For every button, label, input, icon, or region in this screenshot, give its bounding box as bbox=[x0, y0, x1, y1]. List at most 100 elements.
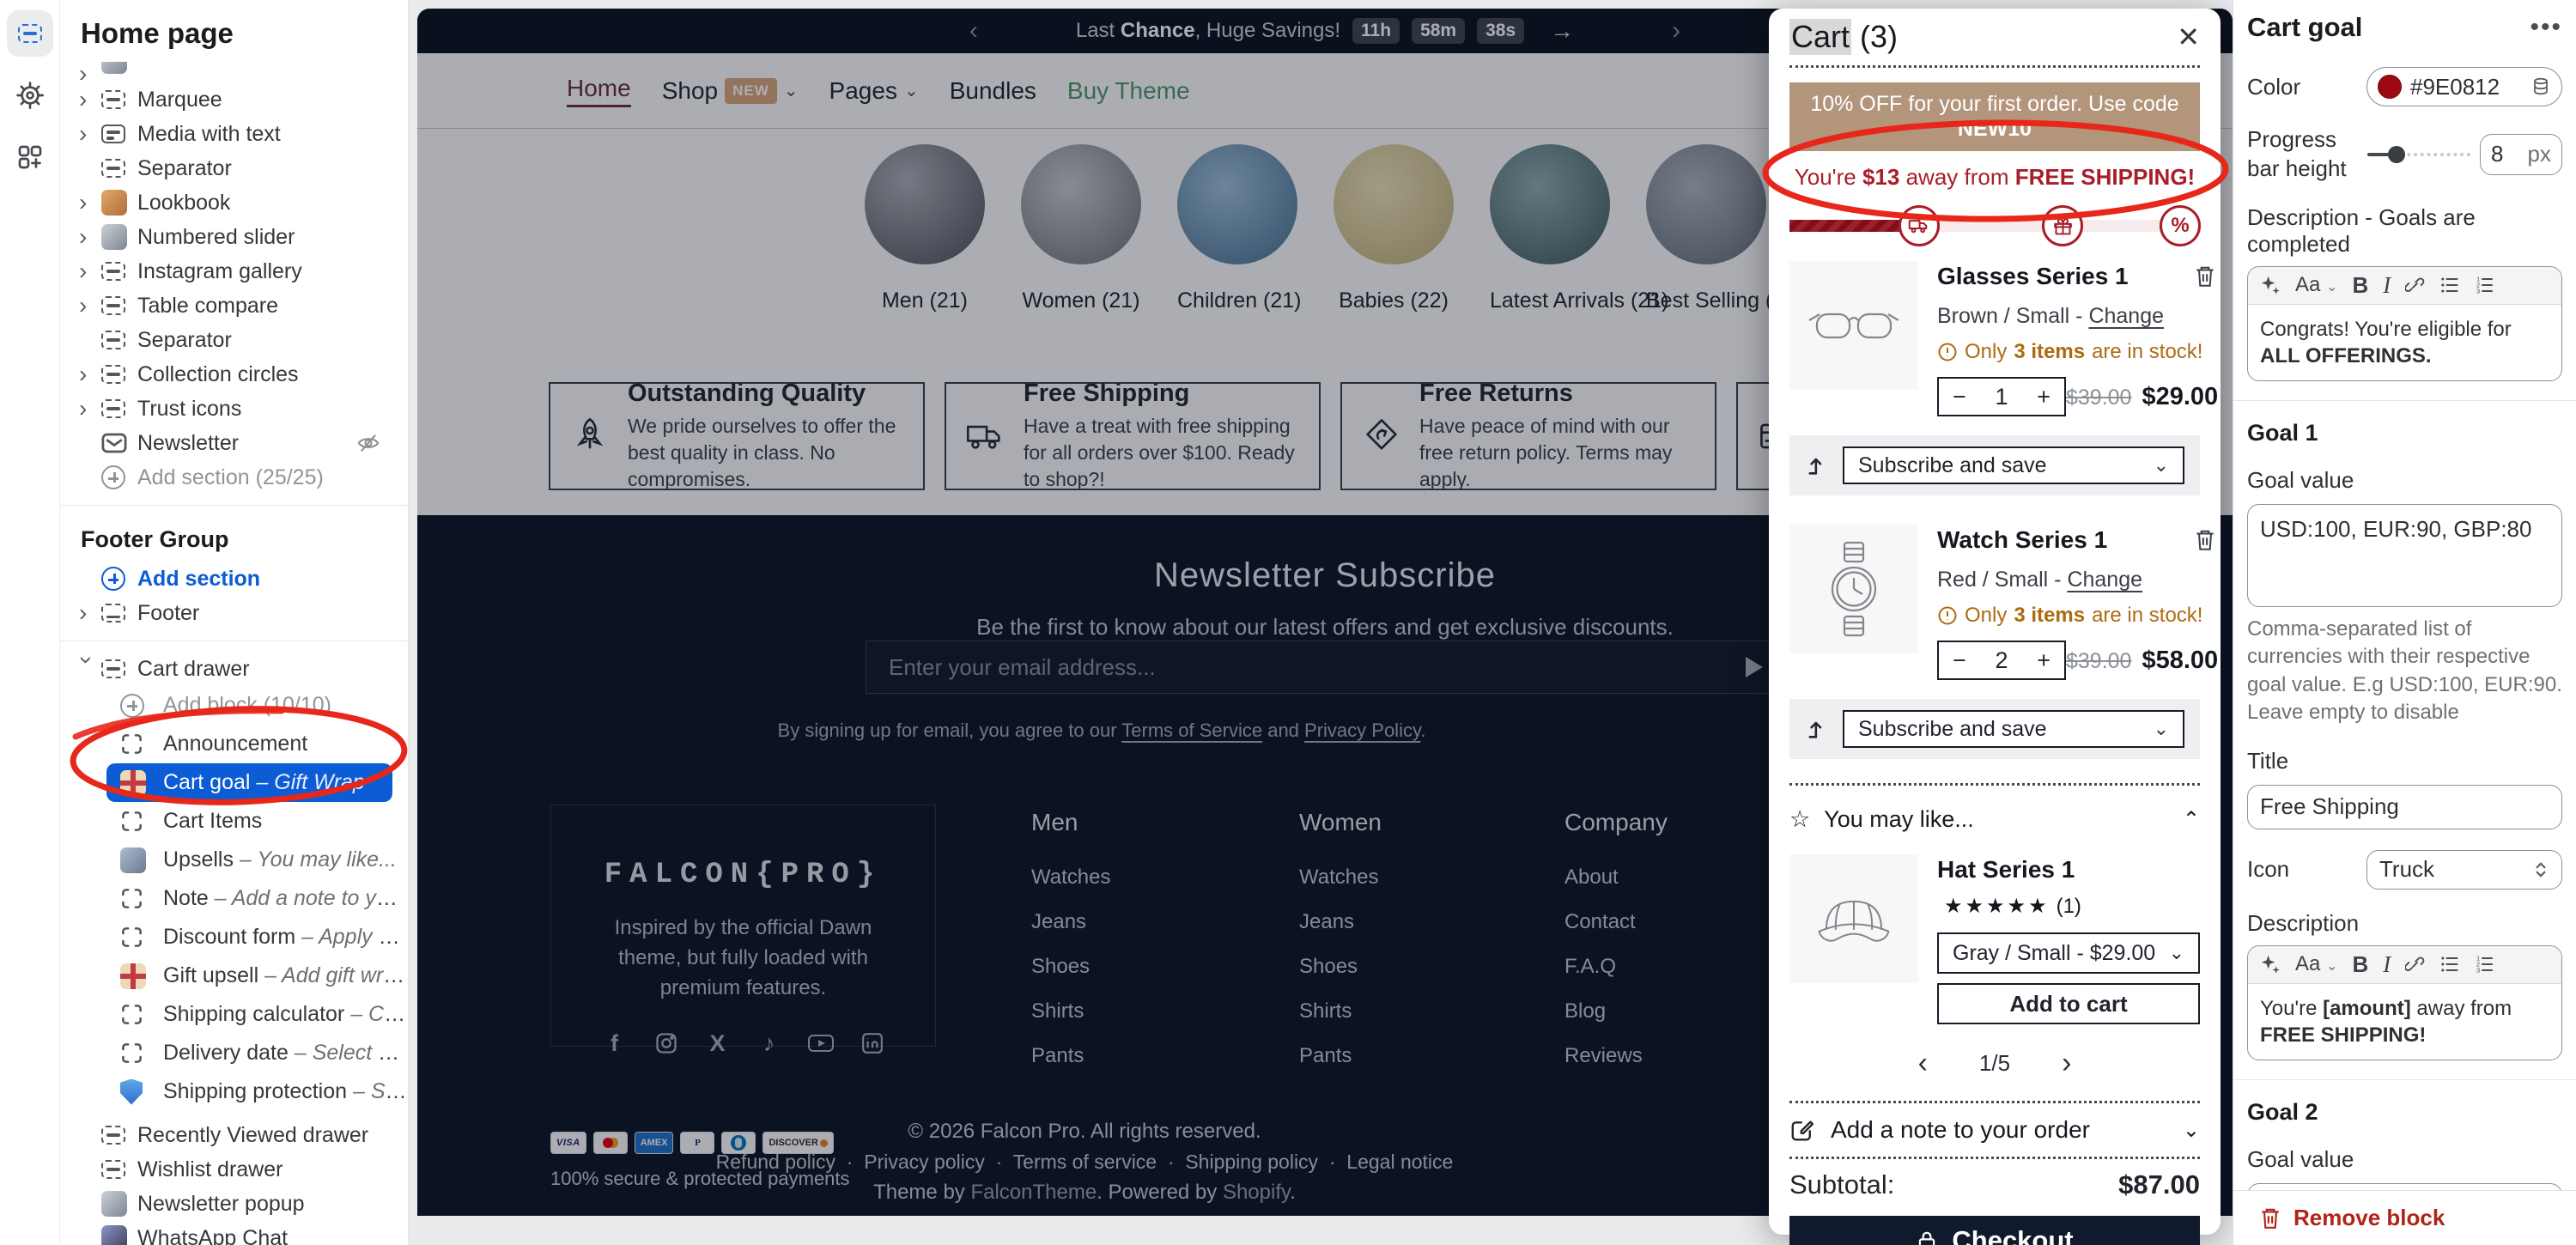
policy-link[interactable]: Terms of service bbox=[1012, 1151, 1157, 1173]
terms-link[interactable]: Terms of Service bbox=[1121, 720, 1263, 741]
nav-shop[interactable]: Shop NEW ⌄ bbox=[661, 76, 799, 104]
carousel-prev-icon[interactable]: ‹ bbox=[969, 16, 978, 45]
add-section-button[interactable]: Add section bbox=[60, 562, 408, 596]
chevron-right-icon[interactable]: › bbox=[79, 361, 88, 387]
slider-knob[interactable] bbox=[2388, 145, 2405, 163]
footer-link[interactable]: Jeans bbox=[1299, 910, 1355, 933]
prev-page-icon[interactable]: ‹ bbox=[1917, 1047, 1928, 1079]
ai-sparkle-icon[interactable] bbox=[2260, 954, 2281, 975]
trash-icon[interactable] bbox=[2194, 528, 2216, 552]
chevron-right-icon[interactable]: › bbox=[79, 189, 88, 216]
sidebar-item-newsletter-popup[interactable]: Newsletter popup bbox=[60, 1187, 408, 1221]
bullet-list-icon[interactable] bbox=[2439, 954, 2460, 975]
remove-block-button[interactable]: Remove block bbox=[2293, 1205, 2445, 1230]
sidebar-item-newsletter[interactable]: Newsletter bbox=[60, 426, 408, 460]
qty-minus-button[interactable]: − bbox=[1953, 383, 1966, 410]
footer-link[interactable]: F.A.Q bbox=[1564, 955, 1617, 978]
block-item-discount-form[interactable]: Discount form – Apply a discount c... bbox=[106, 918, 408, 957]
rail-apps-button[interactable] bbox=[7, 134, 53, 180]
youtube-icon[interactable] bbox=[806, 1029, 835, 1058]
sidebar-item-lookbook[interactable]: › Lookbook bbox=[60, 185, 408, 220]
height-value-field[interactable]: 8 px bbox=[2480, 133, 2562, 175]
footer-link[interactable]: Watches bbox=[1299, 865, 1379, 889]
sidebar-item-separator-2[interactable]: Separator bbox=[60, 323, 408, 357]
sidebar-item-recently-viewed[interactable]: Recently Viewed drawer bbox=[60, 1118, 408, 1152]
chevron-right-icon[interactable]: › bbox=[79, 223, 88, 250]
block-item-note[interactable]: Note – Add a note to your order bbox=[106, 879, 408, 918]
sidebar-item-marquee[interactable]: › Marquee bbox=[60, 82, 408, 117]
carousel-next-icon[interactable]: › bbox=[1672, 16, 1681, 45]
sidebar-item-footer[interactable]: › Footer bbox=[60, 596, 408, 630]
nav-bundles[interactable]: Bundles bbox=[949, 76, 1036, 104]
sidebar-item-collection-circles[interactable]: › Collection circles bbox=[60, 357, 408, 392]
collection-women[interactable]: Women (21) bbox=[1021, 144, 1141, 313]
sidebar-item-numbered-slider[interactable]: › Numbered slider bbox=[60, 220, 408, 254]
footer-link[interactable]: About bbox=[1564, 865, 1619, 889]
sidebar-item-whatsapp-chat[interactable]: WhatsApp Chat bbox=[60, 1221, 408, 1245]
bullet-list-icon[interactable] bbox=[2439, 275, 2460, 295]
footer-link[interactable]: Watches bbox=[1031, 865, 1111, 889]
dynamic-source-icon[interactable] bbox=[2530, 76, 2551, 97]
subscribe-save-select[interactable]: Subscribe and save ⌄ bbox=[1843, 710, 2184, 748]
sidebar-item-separator[interactable]: Separator bbox=[60, 151, 408, 185]
height-slider[interactable] bbox=[2367, 145, 2470, 163]
change-variant-link[interactable]: Change bbox=[2088, 304, 2165, 328]
footer-link[interactable]: Shirts bbox=[1299, 999, 1352, 1023]
nav-buy-theme[interactable]: Buy Theme bbox=[1066, 76, 1190, 104]
text-style-button[interactable]: Aa ⌄ bbox=[2295, 273, 2338, 297]
add-section-limit[interactable]: Add section (25/25) bbox=[60, 460, 408, 495]
footer-link[interactable]: Pants bbox=[1031, 1044, 1084, 1067]
block-item-gift-upsell[interactable]: Gift upsell – Add gift wrapping bbox=[106, 957, 408, 995]
add-to-cart-button[interactable]: Add to cart bbox=[1937, 983, 2200, 1024]
chevron-right-icon[interactable]: › bbox=[79, 120, 88, 147]
chevron-right-icon[interactable]: › bbox=[79, 86, 88, 112]
footer-link[interactable]: Reviews bbox=[1564, 1044, 1643, 1067]
subscribe-save-select[interactable]: Subscribe and save ⌄ bbox=[1843, 446, 2184, 484]
policy-link[interactable]: Privacy policy bbox=[864, 1151, 985, 1173]
rail-settings-button[interactable] bbox=[7, 72, 53, 118]
policy-link[interactable]: Refund policy bbox=[715, 1151, 836, 1173]
nav-home[interactable]: Home bbox=[567, 75, 631, 107]
block-item-cart-goal[interactable]: Cart goal – Gift Wrap bbox=[106, 763, 392, 802]
footer-link[interactable]: Shoes bbox=[1299, 955, 1358, 978]
collection-men[interactable]: Men (21) bbox=[865, 144, 985, 313]
collection-children[interactable]: Children (21) bbox=[1177, 144, 1302, 313]
footer-link[interactable]: Shirts bbox=[1031, 999, 1084, 1023]
qty-plus-button[interactable]: + bbox=[2037, 647, 2050, 673]
italic-button[interactable]: I bbox=[2383, 271, 2391, 298]
bold-button[interactable]: B bbox=[2352, 271, 2369, 298]
italic-button[interactable]: I bbox=[2383, 950, 2391, 977]
numbered-list-icon[interactable]: 123 bbox=[2475, 954, 2495, 975]
goal1-value-input[interactable]: USD:100, EUR:90, GBP:80 bbox=[2247, 503, 2562, 607]
block-item-announcement[interactable]: Announcement bbox=[106, 725, 408, 763]
ai-sparkle-icon[interactable] bbox=[2260, 275, 2281, 295]
sidebar-item-table-compare[interactable]: › Table compare bbox=[60, 288, 408, 323]
rail-sections-button[interactable] bbox=[7, 10, 53, 57]
qty-minus-button[interactable]: − bbox=[1953, 647, 1966, 673]
sidebar-item-partial[interactable]: › bbox=[60, 62, 408, 82]
block-item-cart-items[interactable]: Cart Items bbox=[106, 802, 408, 841]
change-variant-link[interactable]: Change bbox=[2067, 568, 2143, 592]
policy-link[interactable]: Legal notice bbox=[1346, 1151, 1454, 1173]
linkedin-icon[interactable] bbox=[858, 1029, 887, 1058]
policy-link[interactable]: Shipping policy bbox=[1185, 1151, 1319, 1173]
description-completed-text[interactable]: Congrats! You're eligible for ALL OFFERI… bbox=[2260, 317, 2512, 367]
trash-icon[interactable] bbox=[2194, 264, 2216, 288]
numbered-list-icon[interactable]: 123 bbox=[2475, 275, 2495, 295]
x-icon[interactable]: X bbox=[709, 1029, 726, 1056]
upsell-variant-select[interactable]: Gray / Small - $29.00 ⌄ bbox=[1937, 932, 2200, 974]
sidebar-item-wishlist-drawer[interactable]: Wishlist drawer bbox=[60, 1152, 408, 1187]
sidebar-item-instagram-gallery[interactable]: › Instagram gallery bbox=[60, 254, 408, 288]
collection-babies[interactable]: Babies (22) bbox=[1334, 144, 1454, 313]
instagram-icon[interactable] bbox=[652, 1029, 681, 1058]
link-icon[interactable] bbox=[2405, 276, 2425, 295]
footer-link[interactable]: Pants bbox=[1299, 1044, 1352, 1067]
falcontheme-link[interactable]: FalconTheme bbox=[970, 1181, 1097, 1204]
newsletter-email-input[interactable]: Enter your email address... bbox=[866, 641, 1786, 694]
link-icon[interactable] bbox=[2405, 955, 2425, 975]
footer-link[interactable]: Contact bbox=[1564, 910, 1636, 933]
block-item-upsells[interactable]: Upsells – You may like... bbox=[106, 841, 408, 879]
sidebar-item-trust-icons[interactable]: › Trust icons bbox=[60, 392, 408, 426]
nav-pages[interactable]: Pages ⌄ bbox=[829, 76, 919, 104]
sidebar-item-media-with-text[interactable]: › Media with text bbox=[60, 117, 408, 151]
